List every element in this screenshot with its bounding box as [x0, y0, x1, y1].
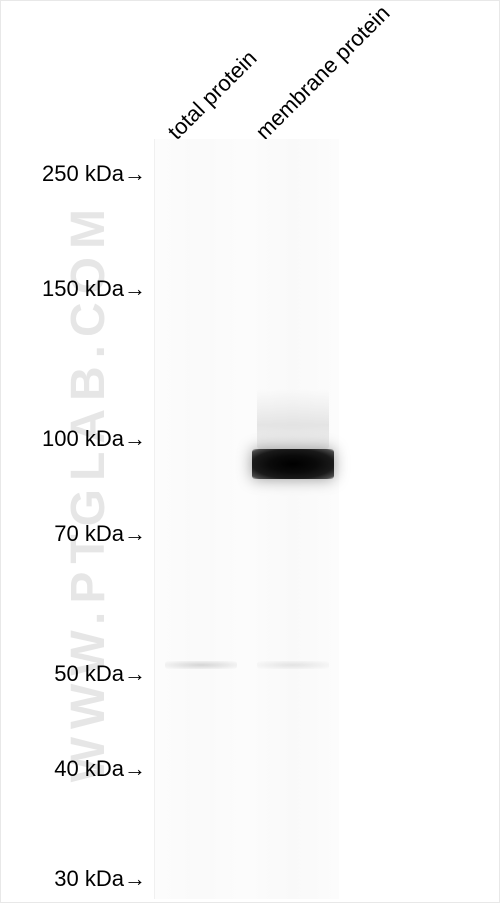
mw-marker-50: 50 kDa→: [1, 661, 146, 687]
mw-marker-40: 40 kDa→: [1, 756, 146, 782]
lane-label-1: total protein: [163, 45, 263, 145]
lane-membrane-protein: [247, 139, 339, 899]
lane-total-protein: [155, 139, 247, 899]
mw-marker-30: 30 kDa→: [1, 866, 146, 892]
mw-marker-250: 250 kDa→: [1, 161, 146, 187]
mw-marker-150: 150 kDa→: [1, 276, 146, 302]
blot-container: WWW.PTGLAB.COM total protein membrane pr…: [0, 0, 500, 903]
blot-membrane: [154, 139, 339, 899]
mw-marker-70: 70 kDa→: [1, 521, 146, 547]
band-lane2-main: [252, 449, 334, 479]
band-lane1-50kda: [165, 661, 237, 669]
band-lane2-50kda: [257, 661, 329, 669]
lane-label-2: membrane protein: [251, 0, 396, 145]
band-lane2-smear: [257, 389, 329, 449]
mw-markers-area: 250 kDa→ 150 kDa→ 100 kDa→ 70 kDa→ 50 kD…: [1, 1, 151, 902]
mw-marker-100: 100 kDa→: [1, 426, 146, 452]
